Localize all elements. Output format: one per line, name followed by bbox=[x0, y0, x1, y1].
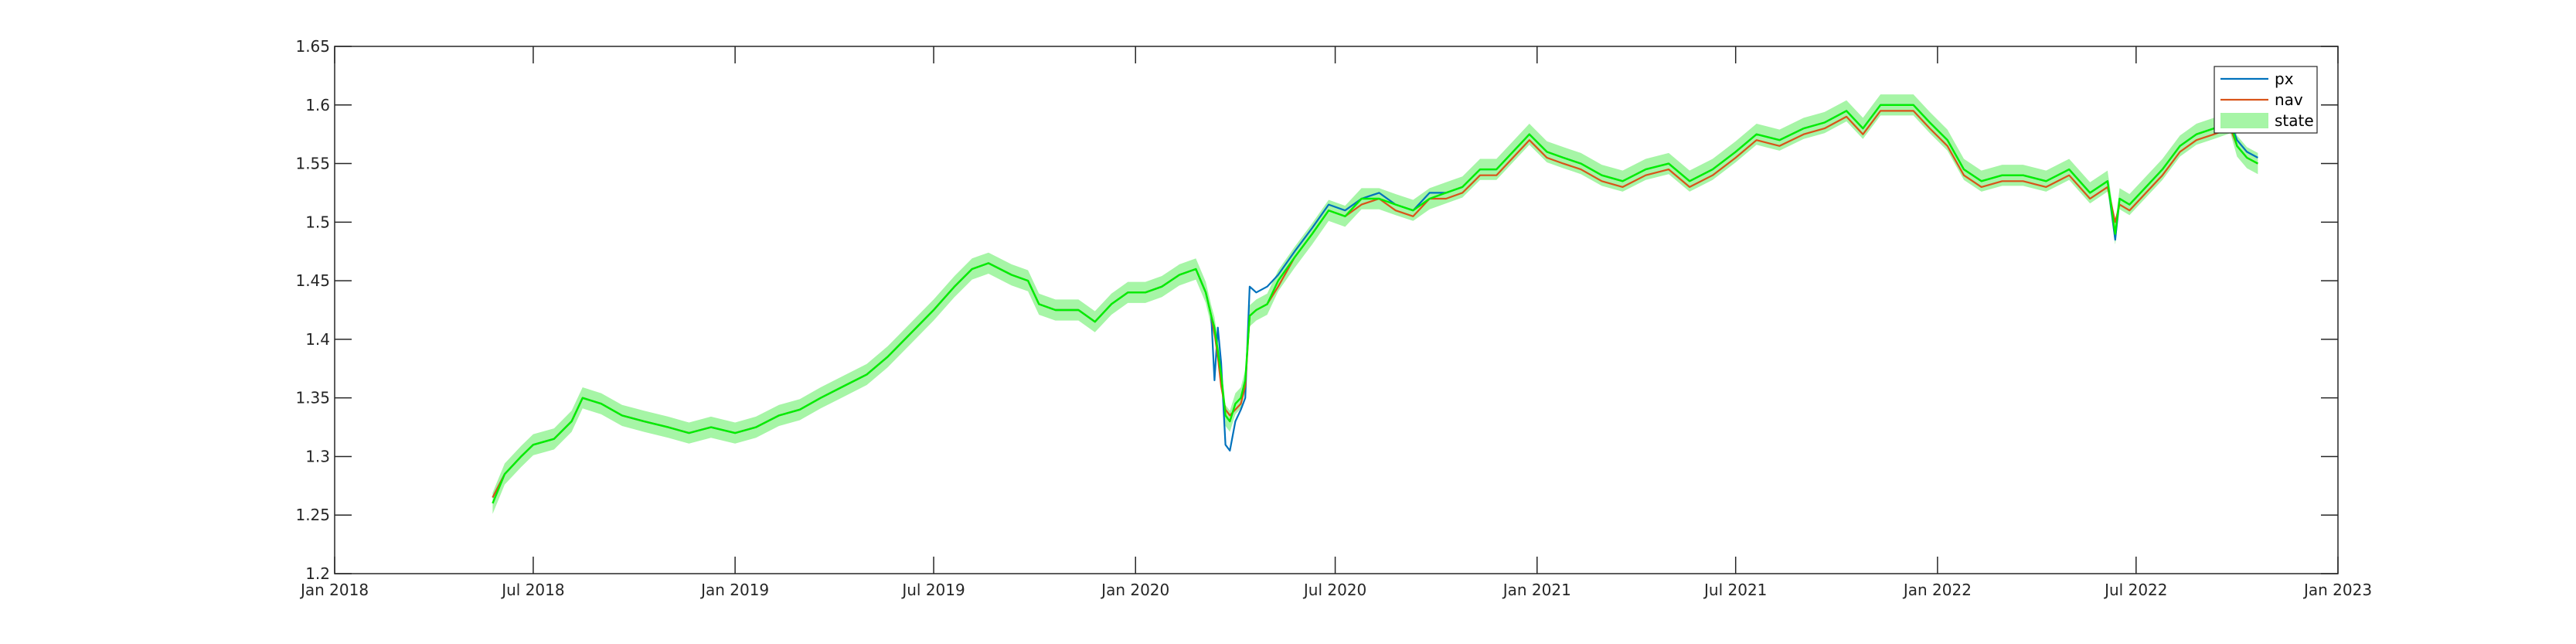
y-tick-label: 1.5 bbox=[305, 213, 330, 231]
series-line-layer bbox=[492, 104, 2258, 504]
x-tick-label: Jul 2019 bbox=[900, 581, 965, 599]
x-tick-label: Jan 2023 bbox=[2302, 581, 2372, 599]
axes-box bbox=[335, 46, 2338, 574]
x-tick-label: Jul 2018 bbox=[500, 581, 564, 599]
legend-label-state: state bbox=[2275, 111, 2314, 130]
y-tick-label: 1.35 bbox=[295, 389, 330, 407]
x-tick-label: Jan 2022 bbox=[1902, 581, 1972, 599]
legend: px nav state bbox=[2214, 66, 2318, 134]
plot-area: Jan 2018 Jul 2018 Jan 2019 Jul 2019 Jan 2020… bbox=[295, 37, 2372, 599]
x-tick-label: Jan 2020 bbox=[1100, 581, 1169, 599]
y-tick-label: 1.25 bbox=[295, 506, 330, 524]
x-tick-label: Jan 2019 bbox=[699, 581, 769, 599]
y-tick-label: 1.3 bbox=[305, 447, 330, 465]
y-tick-label: 1.45 bbox=[295, 271, 330, 290]
y-axis: 1.2 1.25 1.3 1.35 1.4 1.45 1.5 1.55 1.6 1.65 bbox=[295, 37, 2338, 583]
x-tick-label: Jul 2022 bbox=[2103, 581, 2167, 599]
x-tick-label: Jul 2021 bbox=[1703, 581, 1767, 599]
y-tick-label: 1.6 bbox=[305, 96, 330, 114]
y-tick-label: 1.4 bbox=[305, 330, 330, 349]
legend-label-nav: nav bbox=[2275, 90, 2303, 109]
x-tick-label: Jan 2018 bbox=[299, 581, 369, 599]
legend-label-px: px bbox=[2275, 70, 2294, 88]
series-line-state bbox=[492, 104, 2258, 504]
y-tick-label: 1.65 bbox=[295, 37, 330, 56]
y-tick-label: 1.2 bbox=[305, 564, 330, 583]
x-tick-label: Jul 2020 bbox=[1302, 581, 1366, 599]
axes-frame bbox=[334, 46, 2339, 574]
y-tick-label: 1.55 bbox=[295, 155, 330, 173]
x-tick-label: Jan 2021 bbox=[1502, 581, 1571, 599]
legend-swatch-state bbox=[2220, 113, 2268, 128]
x-axis: Jan 2018 Jul 2018 Jan 2019 Jul 2019 Jan 2020… bbox=[299, 46, 2372, 599]
